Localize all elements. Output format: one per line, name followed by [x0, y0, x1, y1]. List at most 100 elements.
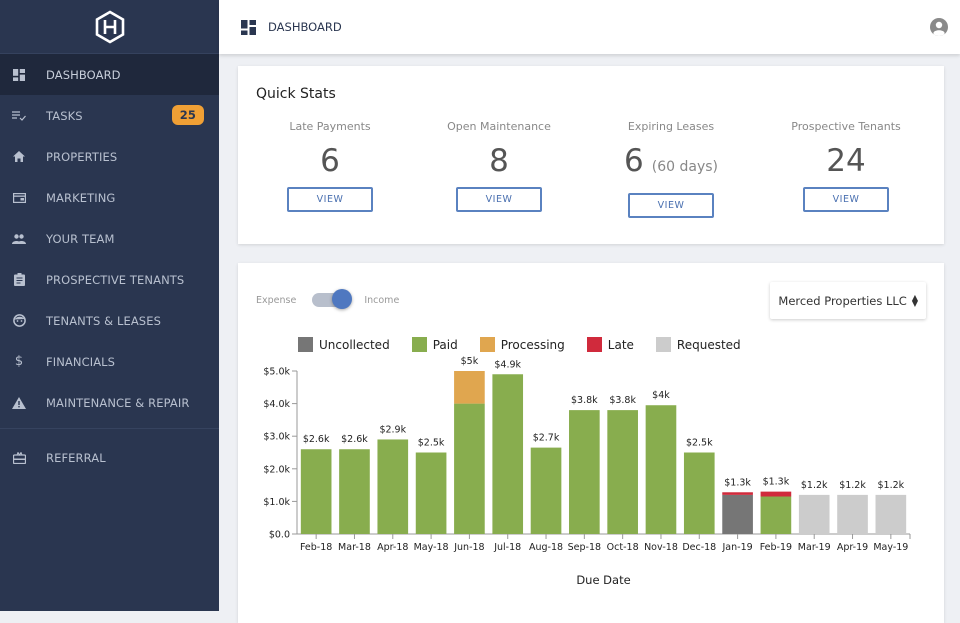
toggle-label-income: Income: [364, 294, 400, 306]
x-tick-label: Nov-18: [644, 542, 678, 553]
bar-data-label: $4.9k: [494, 359, 521, 370]
sidebar-item-label: MAINTENANCE & REPAIR: [46, 395, 190, 410]
bar-data-label: $2.6k: [341, 434, 368, 445]
property-select[interactable]: Merced Properties LLC ▲ ▼: [770, 282, 926, 319]
bar-late-feb-19: [760, 491, 792, 497]
legend-item-uncollected[interactable]: Uncollected: [298, 337, 390, 352]
bar-data-label: $1.2k: [801, 480, 828, 491]
toggle-label-expense: Expense: [256, 294, 297, 306]
bar-data-label: $3.8k: [571, 395, 598, 406]
bar-processing-jun-18: [454, 371, 485, 404]
warning-icon: [12, 396, 26, 410]
bar-data-label: $1.2k: [839, 480, 866, 491]
bar-paid-mar-18: [339, 449, 370, 534]
bar-paid-may-18: [415, 452, 447, 534]
bar-requested-apr-19: [837, 494, 868, 534]
y-tick-label: $2.0k: [263, 464, 290, 475]
sidebar-item-financials[interactable]: $ FINANCIALS: [0, 341, 219, 382]
logo[interactable]: [0, 0, 219, 54]
bar-data-label: $2.6k: [303, 434, 330, 445]
bar-data-label: $2.5k: [686, 438, 713, 449]
legend-swatch: [655, 337, 671, 352]
bar-requested-mar-19: [798, 494, 830, 534]
y-tick-label: $4.0k: [263, 399, 290, 410]
x-tick-label: Feb-18: [300, 542, 332, 553]
bar-requested-may-19: [875, 494, 907, 534]
x-tick-label: Jun-18: [453, 542, 484, 553]
legend-swatch: [586, 337, 602, 352]
quick-stats-title: Quick Stats: [256, 86, 336, 102]
bar-data-label: $4k: [652, 390, 670, 401]
bar-data-label: $1.2k: [878, 480, 905, 491]
sidebar-item-properties[interactable]: PROPERTIES: [0, 136, 219, 177]
stat-number: 6: [624, 143, 644, 179]
y-tick-label: $3.0k: [263, 432, 290, 443]
clipboard-icon: [12, 273, 26, 287]
top-bar: DASHBOARD: [219, 0, 960, 54]
stat-value: 6: [245, 143, 415, 179]
toggle-knob[interactable]: [332, 289, 353, 309]
stat-number: 24: [826, 143, 866, 179]
dashboard-icon: [241, 19, 256, 35]
legend-item-processing[interactable]: Processing: [479, 337, 565, 352]
sidebar-item-tenants-and-leases[interactable]: TENANTS & LEASES: [0, 300, 219, 341]
account-circle-icon[interactable]: [930, 18, 948, 36]
sidebar-item-label: PROSPECTIVE TENANTS: [46, 272, 185, 287]
bar-late-jan-19: [722, 492, 753, 495]
bar-paid-aug-18: [530, 447, 562, 534]
sidebar-item-label: TENANTS & LEASES: [46, 313, 161, 328]
expense-income-toggle[interactable]: [312, 289, 353, 309]
stat-number: 8: [489, 143, 509, 179]
sidebar-item-label: FINANCIALS: [46, 354, 116, 369]
x-tick-label: Oct-18: [607, 542, 639, 553]
sidebar-item-dashboard[interactable]: DASHBOARD: [0, 54, 219, 95]
sidebar-item-tasks[interactable]: TASKS 25: [0, 95, 219, 136]
sidebar-item-your-team[interactable]: YOUR TEAM: [0, 218, 219, 259]
team-icon: [12, 232, 26, 246]
legend-item-late[interactable]: Late: [586, 337, 634, 352]
tasks-count-badge: 25: [171, 105, 204, 125]
bar-paid-oct-18: [607, 410, 638, 534]
stat-sub: (60 days): [651, 159, 718, 175]
stat-value: 24: [761, 143, 931, 179]
bar-data-label: $1.3k: [763, 477, 790, 488]
sidebar-item-prospective-tenants[interactable]: PROSPECTIVE TENANTS: [0, 259, 219, 300]
y-tick-label: $0.0: [269, 530, 290, 541]
x-tick-label: Mar-18: [338, 542, 371, 553]
quick-stats-card: Quick Stats Late Payments 6 VIEW Open Maint…: [238, 66, 944, 244]
sidebar-item-referral[interactable]: REFERRAL: [0, 437, 219, 478]
marketing-icon: [12, 191, 26, 205]
x-tick-label: Jan-19: [722, 542, 753, 553]
view-prospective-tenants-button[interactable]: VIEW: [803, 187, 889, 212]
x-tick-label: Mar-19: [798, 542, 831, 553]
bar-paid-apr-18: [377, 439, 409, 534]
x-tick-label: Dec-18: [682, 542, 716, 553]
dollar-icon: $: [14, 354, 24, 369]
sidebar-item-maintenance-and-repair[interactable]: MAINTENANCE & REPAIR: [0, 382, 219, 423]
stat-value: 6 (60 days): [586, 143, 756, 185]
bar-paid-nov-18: [645, 405, 677, 534]
sidebar-item-label: YOUR TEAM: [46, 231, 115, 246]
page-title: DASHBOARD: [268, 20, 342, 34]
legend-item-paid[interactable]: Paid: [411, 337, 458, 352]
bar-data-label: $5k: [461, 356, 479, 367]
chart-legend: Uncollected Paid Processing Late Requested: [298, 337, 763, 352]
view-open-maintenance-button[interactable]: VIEW: [456, 187, 542, 212]
bar-paid-jul-18: [492, 374, 524, 534]
legend-swatch: [479, 337, 495, 352]
y-tick-label: $1.0k: [263, 497, 290, 508]
income-chart-card: Expense Income Merced Properties LLC ▲ ▼ …: [238, 263, 944, 623]
x-tick-label: Feb-19: [760, 542, 792, 553]
sidebar-item-marketing[interactable]: MARKETING: [0, 177, 219, 218]
x-tick-label: Apr-19: [837, 542, 868, 553]
bar-paid-jun-18: [454, 403, 485, 534]
x-axis-title: Due Date: [576, 573, 630, 587]
sidebar-item-label: PROPERTIES: [46, 149, 118, 164]
expense-income-toggle-row: Expense Income: [256, 289, 400, 309]
bar-data-label: $2.9k: [379, 424, 406, 435]
view-late-payments-button[interactable]: VIEW: [287, 187, 373, 212]
legend-label: Paid: [432, 337, 458, 352]
view-expiring-leases-button[interactable]: VIEW: [628, 193, 714, 218]
legend-item-requested[interactable]: Requested: [655, 337, 741, 352]
stat-label: Prospective Tenants: [791, 120, 901, 133]
